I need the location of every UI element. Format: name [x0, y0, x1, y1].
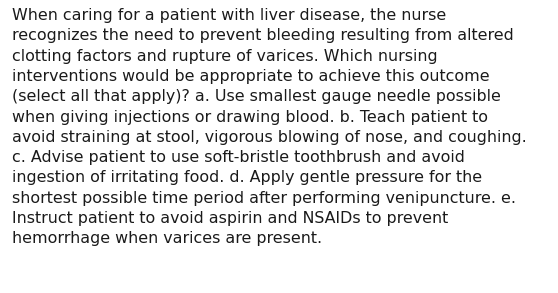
Text: When caring for a patient with liver disease, the nurse
recognizes the need to p: When caring for a patient with liver dis… [12, 8, 527, 246]
